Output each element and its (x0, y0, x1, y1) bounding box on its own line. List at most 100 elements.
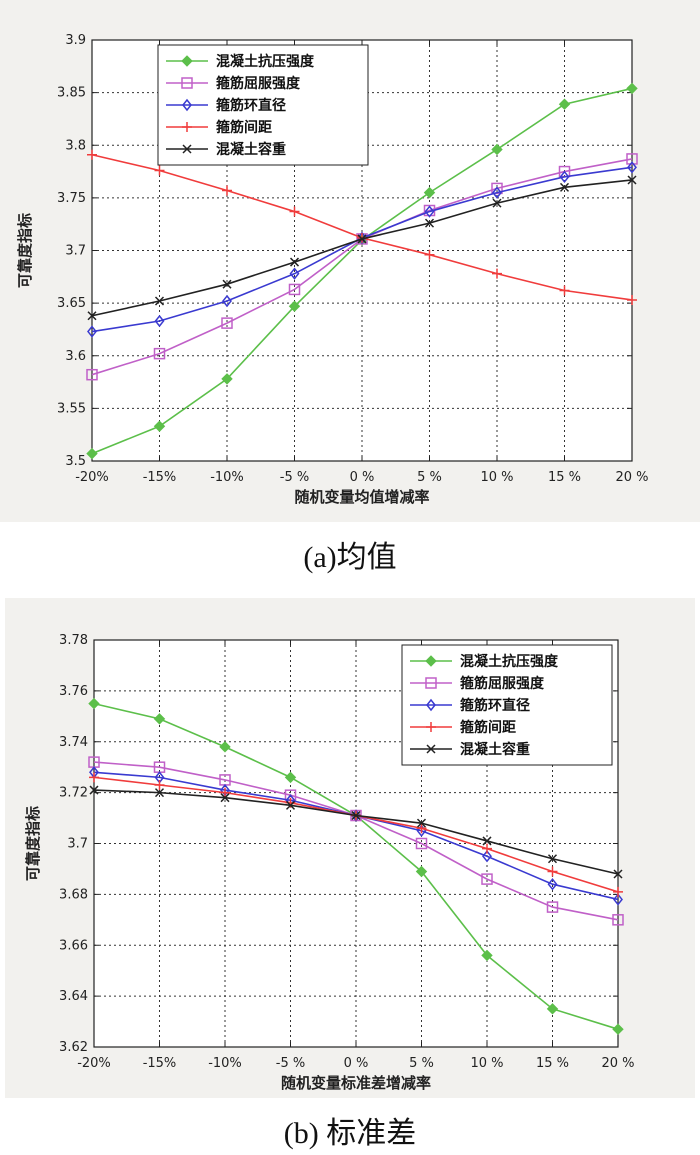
chart-a-caption: (a)均值 (303, 541, 397, 574)
chart-b-data-point (612, 914, 624, 926)
chart-b-ytick-label: 3.7 (67, 837, 88, 852)
chart-a-xtick-label: 15 % (548, 470, 581, 485)
chart-a-data-point (221, 317, 233, 329)
chart-b-data-point (416, 823, 427, 834)
chart-b-legend-label: 箍筋屈服强度 (460, 675, 545, 692)
chart-a-legend-label: 箍筋屈服强度 (216, 75, 301, 92)
chart-a-data-point (154, 296, 165, 306)
chart-a-data-point (559, 285, 570, 296)
chart-a-data-point (87, 149, 97, 160)
chart-a-data-point (559, 182, 570, 192)
chart-b-data-point (546, 1003, 559, 1015)
chart-a-data-point (559, 170, 570, 184)
chart-a-xtick-label: 5 % (417, 470, 442, 485)
chart-b-data-point (482, 836, 492, 846)
chart-a-data-point (627, 294, 637, 305)
chart-b-xtick-label: 15 % (536, 1056, 569, 1071)
chart-b-data-point (220, 787, 230, 798)
chart-a-data-point (492, 198, 502, 208)
chart-b-legend-label: 混凝土容重 (460, 741, 530, 758)
chart-b-legend-marker (426, 698, 436, 712)
chart-b-legend-marker (425, 655, 437, 667)
chart-b-data-point (613, 869, 623, 879)
chart-a-data-point (153, 347, 166, 360)
chart-a-xtick-label: 20 % (615, 470, 648, 485)
chart-b-xlabel: 随机变量标准差增减率 (281, 1074, 431, 1092)
chart-a-data-point (558, 98, 571, 110)
chart-a-legend-marker (182, 144, 192, 154)
chart-a-legend-marker (181, 55, 193, 67)
chart-a-legend-marker (181, 77, 193, 89)
chart-a-legend-label: 箍筋环直径 (216, 97, 286, 114)
chart-b-ytick-label: 3.72 (59, 786, 88, 801)
chart-b-xtick-label: 5 % (409, 1056, 434, 1071)
chart-b-xtick-label: 20 % (601, 1056, 634, 1071)
chart-a-xtick-label: 0 % (350, 470, 375, 485)
chart-b-data-point (613, 886, 623, 897)
chart-a-data-point (221, 373, 233, 385)
chart-a-data-point (86, 368, 98, 381)
chart-b-ytick-label: 3.62 (59, 1040, 88, 1055)
chart-a-data-point (289, 267, 300, 280)
chart-a-ytick-label: 3.55 (57, 401, 86, 416)
chart-a-data-point (627, 175, 637, 185)
chart-a-ytick-label: 3.6 (65, 349, 86, 364)
chart-b-data-point (351, 810, 361, 821)
chart-a-legend-label: 混凝土抗压强度 (216, 53, 315, 70)
chart-b-data-point (219, 741, 231, 753)
chart-b-data-point (285, 800, 296, 810)
chart-b-ytick-label: 3.74 (59, 735, 88, 750)
chart-a-ylabel: 可靠度指标 (16, 213, 34, 288)
chart-b-data-point (220, 793, 230, 803)
chart-b-xtick-label: -20% (77, 1056, 111, 1071)
chart-b-xtick-label: 0 % (344, 1056, 369, 1071)
chart-b-legend-marker (425, 677, 437, 689)
chart-a-ytick-label: 3.85 (57, 86, 86, 101)
chart-b-legend-label: 箍筋环直径 (460, 697, 530, 714)
chart-b-xtick-label: -15% (143, 1056, 177, 1071)
chart-b-data-point (89, 772, 99, 783)
chart-a-data-point (492, 268, 502, 279)
chart-a-xlabel: 随机变量均值增减率 (294, 488, 429, 506)
chart-a-ytick-label: 3.9 (65, 33, 86, 48)
chart-b-data-point (481, 949, 493, 962)
chart-a-data-point (424, 249, 435, 260)
chart-a-data-point (154, 314, 165, 328)
chart-b-data-point (482, 843, 492, 854)
chart-a-ytick-label: 3.5 (65, 454, 86, 469)
chart-b-data-point (547, 877, 558, 891)
chart-b-data-point (154, 788, 165, 798)
chart-b-legend-label: 箍筋间距 (460, 719, 516, 736)
chart-b-data-point (612, 1023, 624, 1035)
chart-a-series-4 (87, 175, 637, 321)
chart-b-caption: (b) 标准差 (283, 1117, 417, 1150)
chart-a-legend-marker (182, 98, 192, 112)
chart-a-data-point (289, 257, 300, 267)
chart-b-data-point (613, 893, 623, 906)
chart-a-data-point (423, 186, 436, 199)
chart-a-data-point (626, 82, 638, 95)
chart-a-ytick-label: 3.7 (65, 244, 86, 259)
chart-b-data-point (415, 837, 428, 850)
chart-a-data-point (222, 294, 232, 308)
chart-b-data-point (154, 779, 165, 790)
chart-b-series-4 (89, 785, 623, 879)
chart-a-data-point (491, 143, 503, 156)
chart-a-legend-marker (182, 122, 192, 132)
chart-b-data-point (547, 866, 558, 877)
chart-b: 3.62 3.64 3.66 3.68 3.7 3.72 3.74 3.76 3.78 -20% -… (24, 633, 635, 1092)
chart-a-xtick-label: 10 % (480, 470, 513, 485)
chart-b-data-point (284, 771, 297, 784)
chart-b-ytick-label: 3.66 (59, 938, 88, 953)
chart-b-xtick-label: -10% (208, 1056, 242, 1071)
chart-b-ylabel: 可靠度指标 (24, 806, 42, 881)
chart-b-data-point (481, 873, 493, 885)
chart-a-data-point (222, 279, 232, 289)
chart-b-legend-marker (426, 722, 436, 732)
chart-b-data-point (88, 697, 100, 710)
chart-a-data-point (153, 420, 166, 432)
chart-a-data-point (289, 206, 300, 217)
